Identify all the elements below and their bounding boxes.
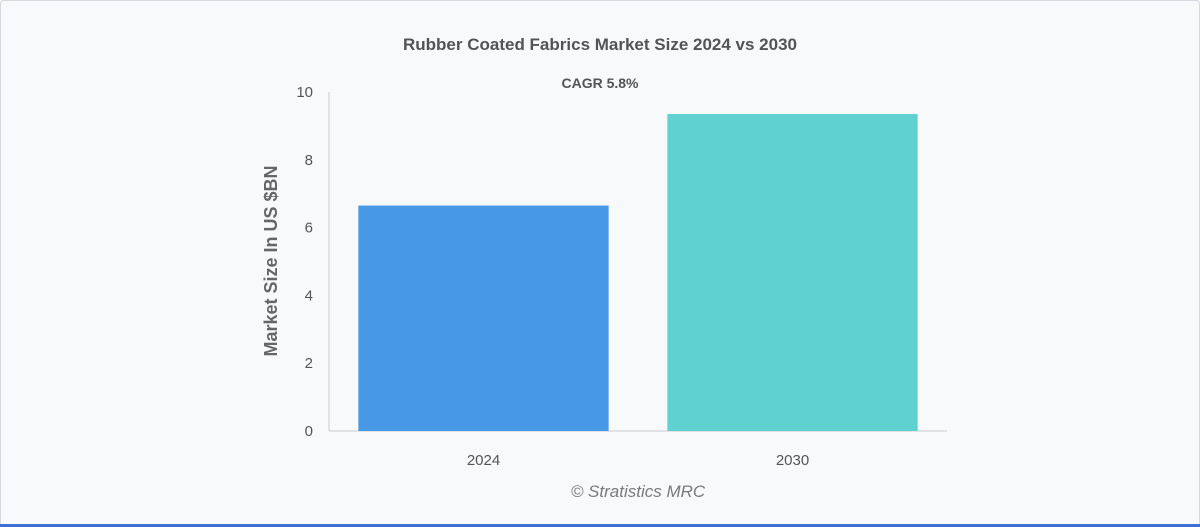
y-tick-label: 10 (296, 84, 313, 101)
x-tick-labels: 2024 2030 (467, 452, 809, 469)
bars (358, 114, 918, 431)
y-tick-label: 0 (305, 423, 313, 440)
x-tick-label: 2024 (467, 452, 500, 469)
y-tick-labels: 0 2 4 6 8 10 (296, 84, 313, 440)
bar-2030[interactable] (667, 114, 918, 431)
bottom-accent-bar (0, 524, 1200, 527)
credit-text: © Stratistics MRC (571, 482, 706, 501)
bar-2024[interactable] (358, 205, 609, 431)
y-axis-title: Market Size In US $BN (261, 165, 281, 356)
y-tick-label: 4 (305, 287, 313, 304)
chart-subtitle: CAGR 5.8% (561, 75, 639, 91)
y-tick-label: 2 (305, 355, 313, 372)
x-tick-label: 2030 (776, 452, 809, 469)
chart-title: Rubber Coated Fabrics Market Size 2024 v… (403, 35, 797, 54)
y-tick-label: 6 (305, 220, 313, 237)
y-tick-label: 8 (305, 152, 313, 169)
